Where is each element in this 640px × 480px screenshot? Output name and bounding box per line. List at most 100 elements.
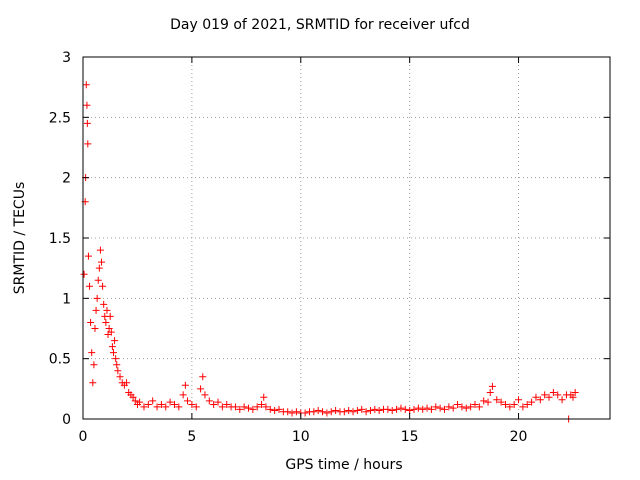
- data-point: [569, 393, 577, 401]
- data-point: [480, 397, 488, 405]
- data-point: [419, 405, 427, 413]
- data-point: [471, 401, 479, 409]
- data-point: [371, 405, 379, 413]
- data-point: [515, 396, 523, 404]
- data-point: [458, 403, 466, 411]
- data-point: [327, 408, 335, 416]
- data-point: [506, 403, 514, 411]
- y-tick-label: 3: [62, 50, 71, 66]
- data-point: [427, 405, 435, 413]
- data-point: [554, 391, 562, 399]
- y-tick-label: 1: [62, 291, 71, 307]
- data-point: [414, 404, 422, 412]
- data-point: [236, 405, 244, 413]
- data-point: [353, 407, 361, 415]
- data-point: [493, 396, 501, 404]
- data-point: [83, 101, 91, 109]
- data-point: [86, 282, 94, 290]
- x-tick-label: 5: [187, 429, 196, 445]
- x-axis-label: GPS time / hours: [285, 457, 403, 473]
- data-point: [179, 391, 187, 399]
- data-point: [82, 81, 90, 89]
- data-points: [80, 81, 579, 423]
- data-point: [84, 140, 92, 148]
- data-point: [166, 398, 174, 406]
- data-point: [91, 325, 99, 332]
- data-point: [345, 407, 353, 415]
- data-point: [197, 385, 205, 393]
- grid-lines: [83, 57, 610, 419]
- data-point: [366, 407, 374, 415]
- data-point: [454, 401, 462, 409]
- data-point: [210, 401, 218, 409]
- data-point: [100, 300, 108, 308]
- data-point: [314, 407, 322, 415]
- data-point: [149, 397, 157, 405]
- data-point: [532, 393, 540, 401]
- data-point: [98, 258, 106, 266]
- data-point: [292, 408, 300, 416]
- x-tick-label: 20: [510, 429, 528, 445]
- data-point: [310, 408, 318, 416]
- data-point: [258, 401, 266, 409]
- data-point: [107, 328, 115, 336]
- data-point: [323, 409, 331, 417]
- data-point: [536, 396, 544, 404]
- data-point: [184, 397, 192, 405]
- data-point: [89, 379, 97, 387]
- data-point: [157, 401, 165, 409]
- data-point: [558, 396, 566, 404]
- data-point: [406, 407, 414, 415]
- data-point: [144, 401, 152, 409]
- data-point: [140, 403, 148, 411]
- data-point: [99, 282, 107, 290]
- data-point: [528, 398, 536, 406]
- data-point: [545, 393, 553, 401]
- data-point: [266, 405, 274, 413]
- data-point: [486, 388, 494, 396]
- data-point: [275, 405, 283, 413]
- data-point: [523, 401, 531, 409]
- data-point: [136, 398, 144, 406]
- data-point: [432, 403, 440, 411]
- y-tick-label: 0.5: [49, 352, 71, 368]
- data-point: [129, 393, 137, 401]
- data-point: [123, 379, 131, 387]
- data-point: [510, 401, 518, 409]
- data-point: [519, 403, 527, 411]
- data-point: [111, 337, 119, 345]
- data-point: [95, 264, 103, 272]
- axis-ticks: 0 5 10 15 20 0 0.5 1 1.5 2 2.5 3: [49, 50, 610, 445]
- data-point: [397, 404, 405, 412]
- data-point: [288, 409, 296, 417]
- data-point: [571, 388, 579, 396]
- x-tick-label: 10: [292, 429, 310, 445]
- data-point: [497, 398, 505, 406]
- data-point: [188, 401, 196, 409]
- data-point: [231, 403, 239, 411]
- data-point: [549, 388, 557, 396]
- data-point: [475, 403, 483, 411]
- data-point: [484, 398, 492, 406]
- data-point: [114, 367, 122, 375]
- data-point: [93, 294, 101, 302]
- data-point: [249, 405, 257, 413]
- data-point: [199, 373, 207, 381]
- data-point: [103, 306, 111, 314]
- data-point: [462, 404, 470, 412]
- data-point: [349, 408, 357, 416]
- data-point: [87, 318, 95, 326]
- data-point: [90, 361, 98, 369]
- data-point: [436, 404, 444, 412]
- data-point: [201, 391, 209, 399]
- data-point: [153, 403, 161, 411]
- y-tick-label: 1.5: [49, 231, 71, 247]
- data-point: [284, 408, 292, 416]
- data-point: [92, 306, 100, 314]
- data-point: [253, 403, 261, 411]
- data-point: [214, 398, 222, 406]
- data-point: [223, 401, 231, 409]
- y-tick-label: 0: [62, 412, 71, 428]
- data-point: [319, 408, 327, 416]
